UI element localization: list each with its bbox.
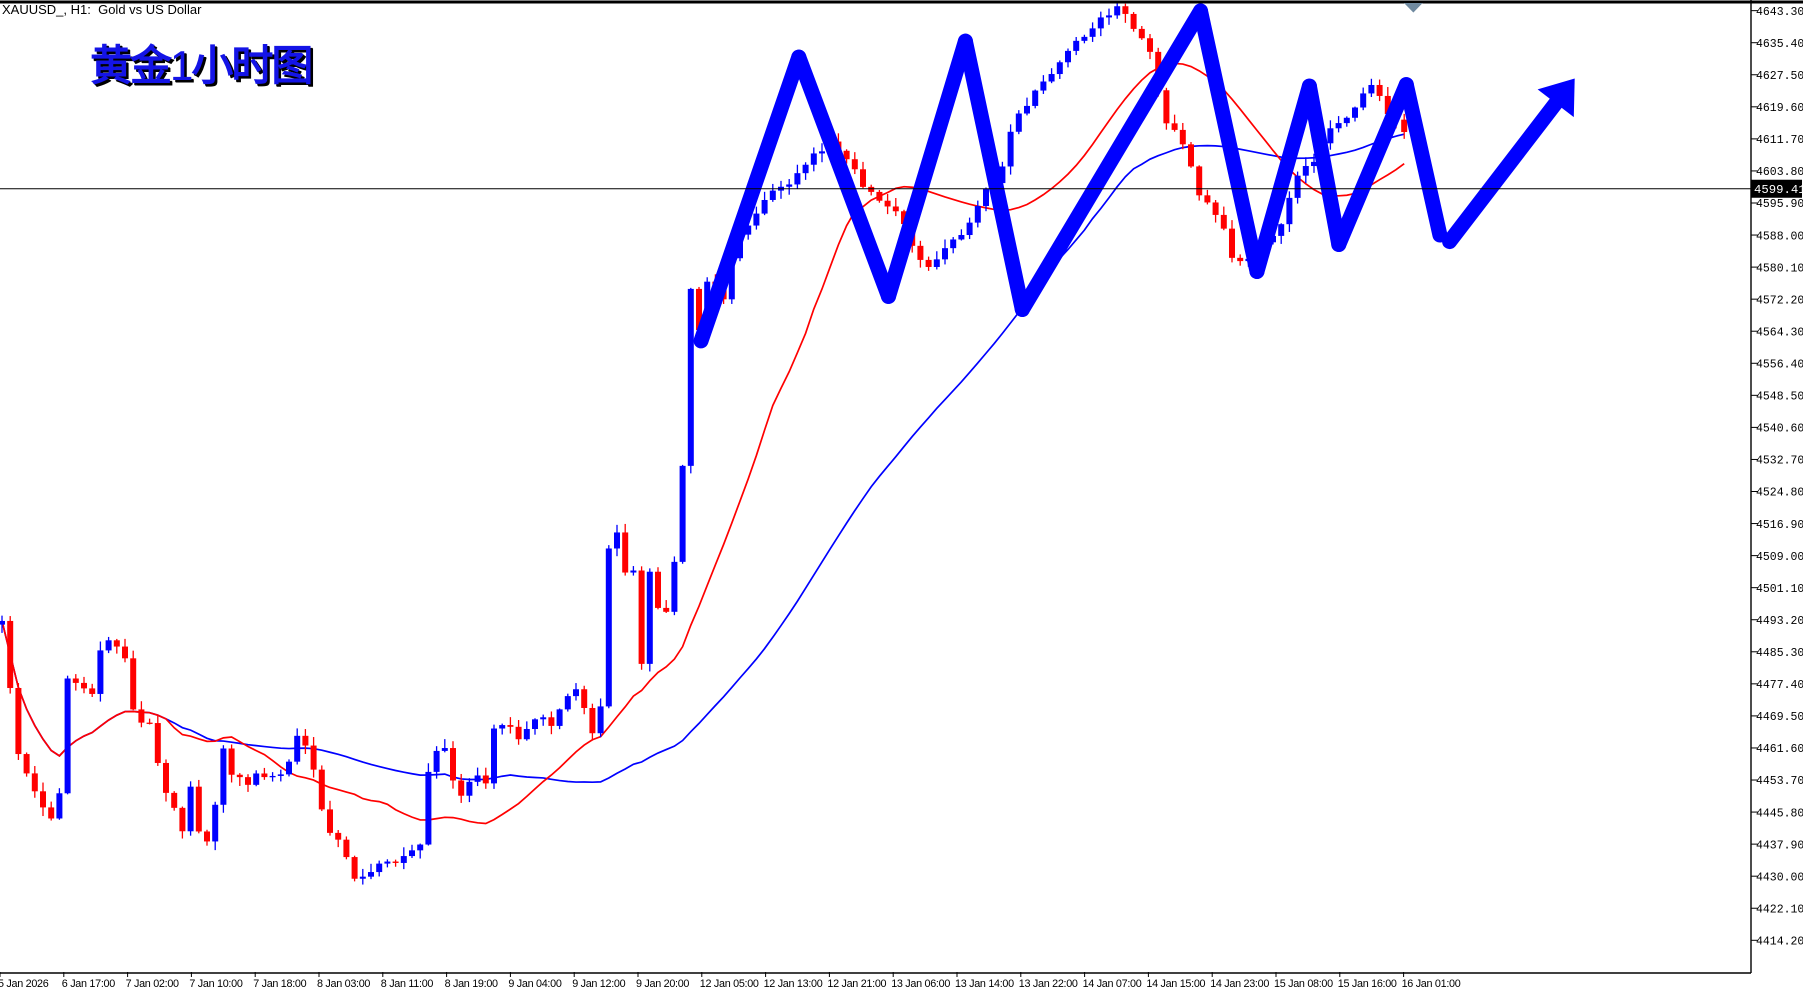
svg-text:13 Jan 14:00: 13 Jan 14:00 — [955, 978, 1014, 990]
svg-text:8 Jan 19:00: 8 Jan 19:00 — [445, 978, 498, 990]
svg-text:12 Jan 21:00: 12 Jan 21:00 — [827, 978, 886, 990]
svg-text:16 Jan 01:00: 16 Jan 01:00 — [1402, 978, 1461, 990]
svg-text:4430.00: 4430.00 — [1756, 871, 1803, 884]
svg-text:4643.30: 4643.30 — [1756, 6, 1803, 19]
svg-text:4477.40: 4477.40 — [1756, 679, 1803, 692]
svg-text:15 Jan 16:00: 15 Jan 16:00 — [1338, 978, 1397, 990]
svg-text:4572.20: 4572.20 — [1756, 294, 1803, 307]
svg-text:12 Jan 13:00: 12 Jan 13:00 — [764, 978, 823, 990]
svg-text:14 Jan 07:00: 14 Jan 07:00 — [1083, 978, 1142, 990]
svg-text:9 Jan 12:00: 9 Jan 12:00 — [572, 978, 625, 990]
svg-text:4516.90: 4516.90 — [1756, 519, 1803, 532]
svg-text:7 Jan 10:00: 7 Jan 10:00 — [189, 978, 242, 990]
svg-text:4509.00: 4509.00 — [1756, 551, 1803, 564]
svg-text:8 Jan 03:00: 8 Jan 03:00 — [317, 978, 370, 990]
svg-text:4532.70: 4532.70 — [1756, 455, 1803, 468]
svg-text:4603.80: 4603.80 — [1756, 166, 1803, 179]
svg-text:4635.40: 4635.40 — [1756, 38, 1803, 51]
svg-text:4611.70: 4611.70 — [1756, 134, 1803, 147]
svg-text:4485.30: 4485.30 — [1756, 647, 1803, 660]
svg-text:4437.90: 4437.90 — [1756, 839, 1803, 852]
svg-text:4414.20: 4414.20 — [1756, 936, 1803, 949]
svg-text:14 Jan 23:00: 14 Jan 23:00 — [1210, 978, 1269, 990]
svg-text:7 Jan 02:00: 7 Jan 02:00 — [126, 978, 179, 990]
svg-text:4619.60: 4619.60 — [1756, 102, 1803, 115]
svg-text:13 Jan 06:00: 13 Jan 06:00 — [891, 978, 950, 990]
svg-text:14 Jan 15:00: 14 Jan 15:00 — [1146, 978, 1205, 990]
svg-text:4461.60: 4461.60 — [1756, 743, 1803, 756]
svg-text:4445.80: 4445.80 — [1756, 807, 1803, 820]
svg-text:4469.50: 4469.50 — [1756, 711, 1803, 724]
svg-text:4453.70: 4453.70 — [1756, 775, 1803, 788]
svg-text:5 Jan 2026: 5 Jan 2026 — [0, 978, 49, 990]
svg-text:9 Jan 04:00: 9 Jan 04:00 — [508, 978, 561, 990]
svg-text:4564.30: 4564.30 — [1756, 326, 1803, 339]
svg-text:4422.10: 4422.10 — [1756, 903, 1803, 916]
svg-text:7 Jan 18:00: 7 Jan 18:00 — [253, 978, 306, 990]
svg-text:12 Jan 05:00: 12 Jan 05:00 — [700, 978, 759, 990]
svg-text:4524.80: 4524.80 — [1756, 487, 1803, 500]
svg-text:4493.20: 4493.20 — [1756, 615, 1803, 628]
svg-text:4580.10: 4580.10 — [1756, 262, 1803, 275]
svg-text:4548.50: 4548.50 — [1756, 391, 1803, 404]
svg-text:15 Jan 08:00: 15 Jan 08:00 — [1274, 978, 1333, 990]
svg-text:13 Jan 22:00: 13 Jan 22:00 — [1019, 978, 1078, 990]
svg-text:4599.41: 4599.41 — [1754, 183, 1803, 197]
svg-text:9 Jan 20:00: 9 Jan 20:00 — [636, 978, 689, 990]
svg-text:4556.40: 4556.40 — [1756, 358, 1803, 371]
svg-text:4501.10: 4501.10 — [1756, 583, 1803, 596]
svg-text:4540.60: 4540.60 — [1756, 423, 1803, 436]
svg-text:8 Jan 11:00: 8 Jan 11:00 — [381, 978, 434, 990]
svg-text:4595.90: 4595.90 — [1756, 198, 1803, 211]
svg-text:4588.00: 4588.00 — [1756, 230, 1803, 243]
svg-text:4627.50: 4627.50 — [1756, 70, 1803, 83]
svg-text:6 Jan 17:00: 6 Jan 17:00 — [62, 978, 115, 990]
